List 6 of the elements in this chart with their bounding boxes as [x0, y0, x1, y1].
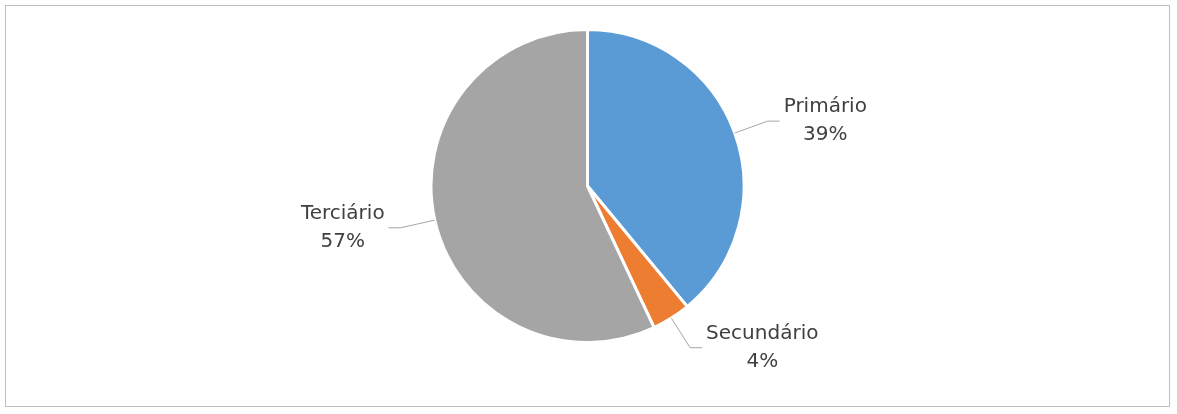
slice-label: Terciário	[299, 199, 385, 224]
slice-label: Secundário	[706, 319, 819, 344]
data-label: 57%	[320, 227, 365, 252]
data-label: 39%	[803, 121, 848, 146]
slice-label: Primário	[783, 93, 867, 118]
data-label: 4%	[746, 347, 779, 372]
